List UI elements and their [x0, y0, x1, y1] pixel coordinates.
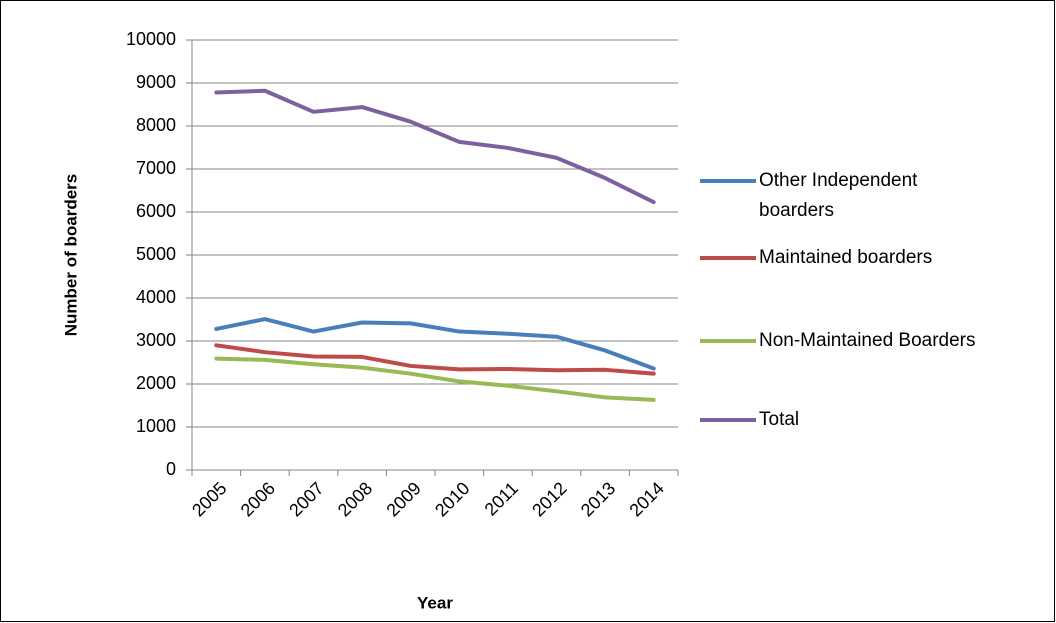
legend-label: Total: [759, 409, 799, 430]
y-tick-label: 9000: [136, 72, 176, 92]
y-tick-label: 1000: [136, 416, 176, 436]
legend-label: Other Independent boarders: [759, 170, 923, 221]
series-line: [214, 343, 656, 376]
legend-label: Non-Maintained Boarders: [759, 330, 976, 351]
y-tick-label: 5000: [136, 244, 176, 264]
y-tick-label: 0: [166, 459, 176, 479]
legend-label: Maintained boarders: [759, 247, 932, 268]
series-line: [214, 317, 656, 371]
y-tick-label: 6000: [136, 201, 176, 221]
series-line: [214, 356, 656, 402]
series-line: [214, 88, 656, 205]
y-axis-title: Number of boarders: [61, 174, 80, 336]
y-tick-label: 10000: [126, 29, 176, 49]
y-tick-label: 2000: [136, 373, 176, 393]
y-tick-label: 8000: [136, 115, 176, 135]
x-axis-title: Year: [417, 593, 453, 612]
y-tick-label: 3000: [136, 330, 176, 350]
y-tick-label: 7000: [136, 158, 176, 178]
y-tick-label: 4000: [136, 287, 176, 307]
